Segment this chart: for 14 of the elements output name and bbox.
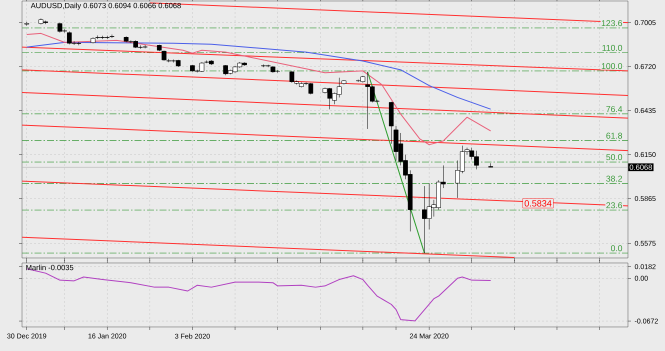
ref-line-label: 50.0 bbox=[606, 154, 622, 160]
ref-line-label: 76.4 bbox=[606, 106, 622, 112]
ref-line-label: 123.6 bbox=[602, 20, 622, 26]
ref-line-label: 0.0 bbox=[610, 245, 622, 252]
ref-line-label: 38.2 bbox=[606, 176, 622, 182]
line-series bbox=[26, 32, 492, 146]
ref-line-label: 110.0 bbox=[602, 44, 622, 51]
ref-line-label: 23.6 bbox=[606, 202, 622, 208]
annotation: 0.5834 bbox=[524, 200, 552, 207]
ref-line-label: 100.0 bbox=[602, 63, 622, 70]
ref-line-label: 61.8 bbox=[606, 132, 622, 139]
candlestick bbox=[388, 102, 394, 144]
line-series bbox=[26, 42, 492, 110]
candlestick bbox=[110, 34, 114, 38]
